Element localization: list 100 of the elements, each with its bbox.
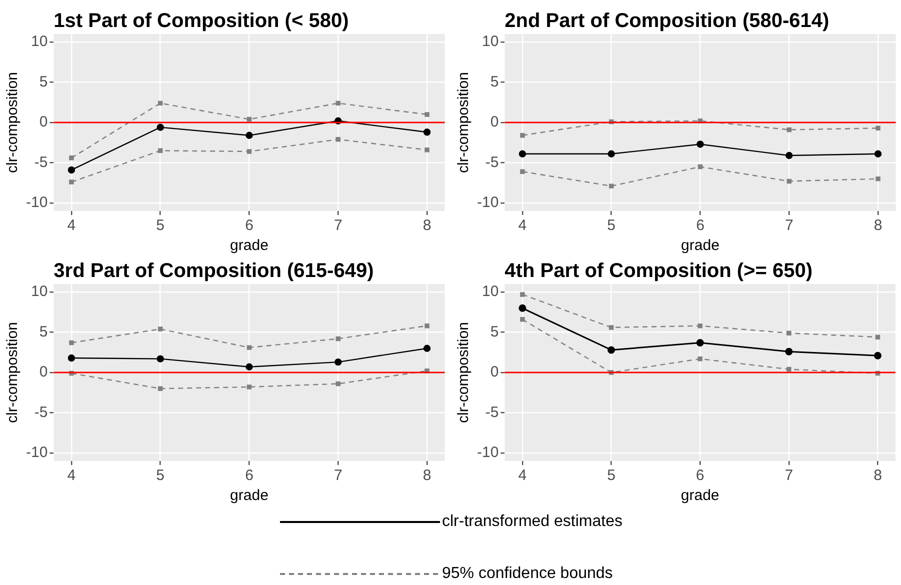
- point: [336, 137, 340, 142]
- x-tick-label: 7: [334, 467, 342, 484]
- y-tick-label: 5: [39, 73, 48, 90]
- y-tick-label: -10: [26, 194, 48, 212]
- x-tick-label: 5: [156, 467, 165, 484]
- point: [520, 292, 525, 297]
- legend-label: 95% confidence bounds: [442, 565, 613, 583]
- x-axis-title: grade: [230, 237, 268, 254]
- point: [156, 355, 164, 362]
- point: [334, 358, 342, 366]
- x-tick-label: 4: [518, 467, 527, 484]
- y-axis-title: clr-composition: [455, 322, 472, 423]
- x-tick-label: 6: [696, 467, 704, 484]
- y-axis-title: clr-composition: [455, 72, 472, 173]
- x-axis-title: grade: [680, 487, 720, 504]
- point: [696, 338, 704, 346]
- y-tick-label: 10: [30, 283, 48, 300]
- point: [423, 344, 431, 352]
- x-tick-label: 5: [156, 217, 165, 234]
- point: [336, 336, 340, 342]
- point: [520, 169, 525, 174]
- y-tick-label: 5: [490, 323, 499, 340]
- point: [158, 100, 163, 106]
- x-tick-label: 5: [607, 217, 616, 234]
- x-tick-label: 4: [518, 217, 527, 234]
- point: [608, 150, 615, 158]
- point: [786, 366, 792, 372]
- point: [158, 326, 163, 332]
- point: [246, 345, 252, 350]
- point: [246, 384, 252, 390]
- point: [696, 140, 704, 148]
- point: [424, 147, 430, 152]
- x-tick-label: 6: [696, 217, 704, 234]
- point: [156, 124, 164, 131]
- y-tick-label: 0: [490, 114, 499, 131]
- point: [876, 176, 880, 182]
- point: [608, 346, 616, 354]
- point: [69, 156, 74, 160]
- x-tick-label: 7: [784, 467, 794, 484]
- chart-title: 3rd Part of Composition (615-649): [54, 260, 374, 282]
- point: [68, 166, 76, 174]
- y-axis-title: clr-composition: [4, 322, 22, 423]
- y-tick-label: 10: [30, 33, 48, 50]
- point: [158, 386, 163, 391]
- legend-label: clr-transformed estimates: [442, 513, 622, 531]
- point: [520, 133, 525, 138]
- x-tick-label: 8: [874, 217, 882, 234]
- point: [246, 363, 253, 370]
- point: [518, 150, 526, 158]
- y-tick-label: 10: [482, 283, 499, 300]
- point: [520, 317, 525, 322]
- point: [698, 164, 703, 170]
- y-tick-label: -5: [34, 404, 48, 421]
- point: [158, 148, 163, 154]
- chart-title: 1st Part of Composition (< 580): [54, 10, 349, 32]
- point: [246, 149, 252, 154]
- point: [424, 112, 430, 117]
- point: [608, 325, 614, 330]
- y-tick-label: -10: [476, 444, 499, 462]
- point: [786, 152, 793, 160]
- point: [424, 323, 430, 328]
- x-tick-label: 4: [67, 217, 76, 234]
- point: [518, 304, 526, 312]
- y-tick-label: -5: [34, 154, 48, 171]
- x-tick-label: 6: [245, 467, 254, 484]
- x-tick-label: 7: [784, 217, 794, 234]
- y-tick-label: 0: [490, 364, 499, 381]
- point: [246, 132, 253, 139]
- x-axis-title: grade: [230, 487, 268, 504]
- x-tick-label: 7: [334, 217, 342, 234]
- x-tick-label: 5: [607, 467, 616, 484]
- point: [698, 323, 702, 328]
- point: [785, 348, 793, 356]
- x-tick-label: 6: [245, 217, 254, 234]
- point: [69, 180, 74, 184]
- point: [336, 381, 340, 386]
- point: [69, 340, 74, 346]
- point: [336, 100, 340, 106]
- x-tick-label: 8: [422, 467, 432, 484]
- y-tick-label: -10: [476, 194, 499, 212]
- point: [786, 178, 792, 184]
- y-tick-label: 5: [39, 323, 48, 340]
- point: [876, 126, 880, 130]
- y-tick-label: 0: [39, 364, 48, 381]
- y-tick-label: 0: [39, 114, 48, 131]
- point: [786, 330, 792, 336]
- point: [875, 334, 880, 340]
- y-tick-label: 5: [490, 73, 499, 90]
- x-tick-label: 8: [422, 217, 432, 234]
- point: [874, 352, 882, 360]
- y-tick-label: -5: [485, 154, 499, 171]
- point: [698, 356, 702, 362]
- x-tick-label: 8: [874, 467, 882, 484]
- y-tick-label: 10: [482, 33, 499, 50]
- point: [874, 150, 882, 158]
- y-axis-title: clr-composition: [4, 72, 22, 173]
- y-tick-label: -5: [485, 404, 499, 421]
- chart-title: 2nd Part of Composition (580-614): [504, 10, 830, 32]
- point: [246, 116, 252, 122]
- x-tick-label: 4: [67, 467, 76, 484]
